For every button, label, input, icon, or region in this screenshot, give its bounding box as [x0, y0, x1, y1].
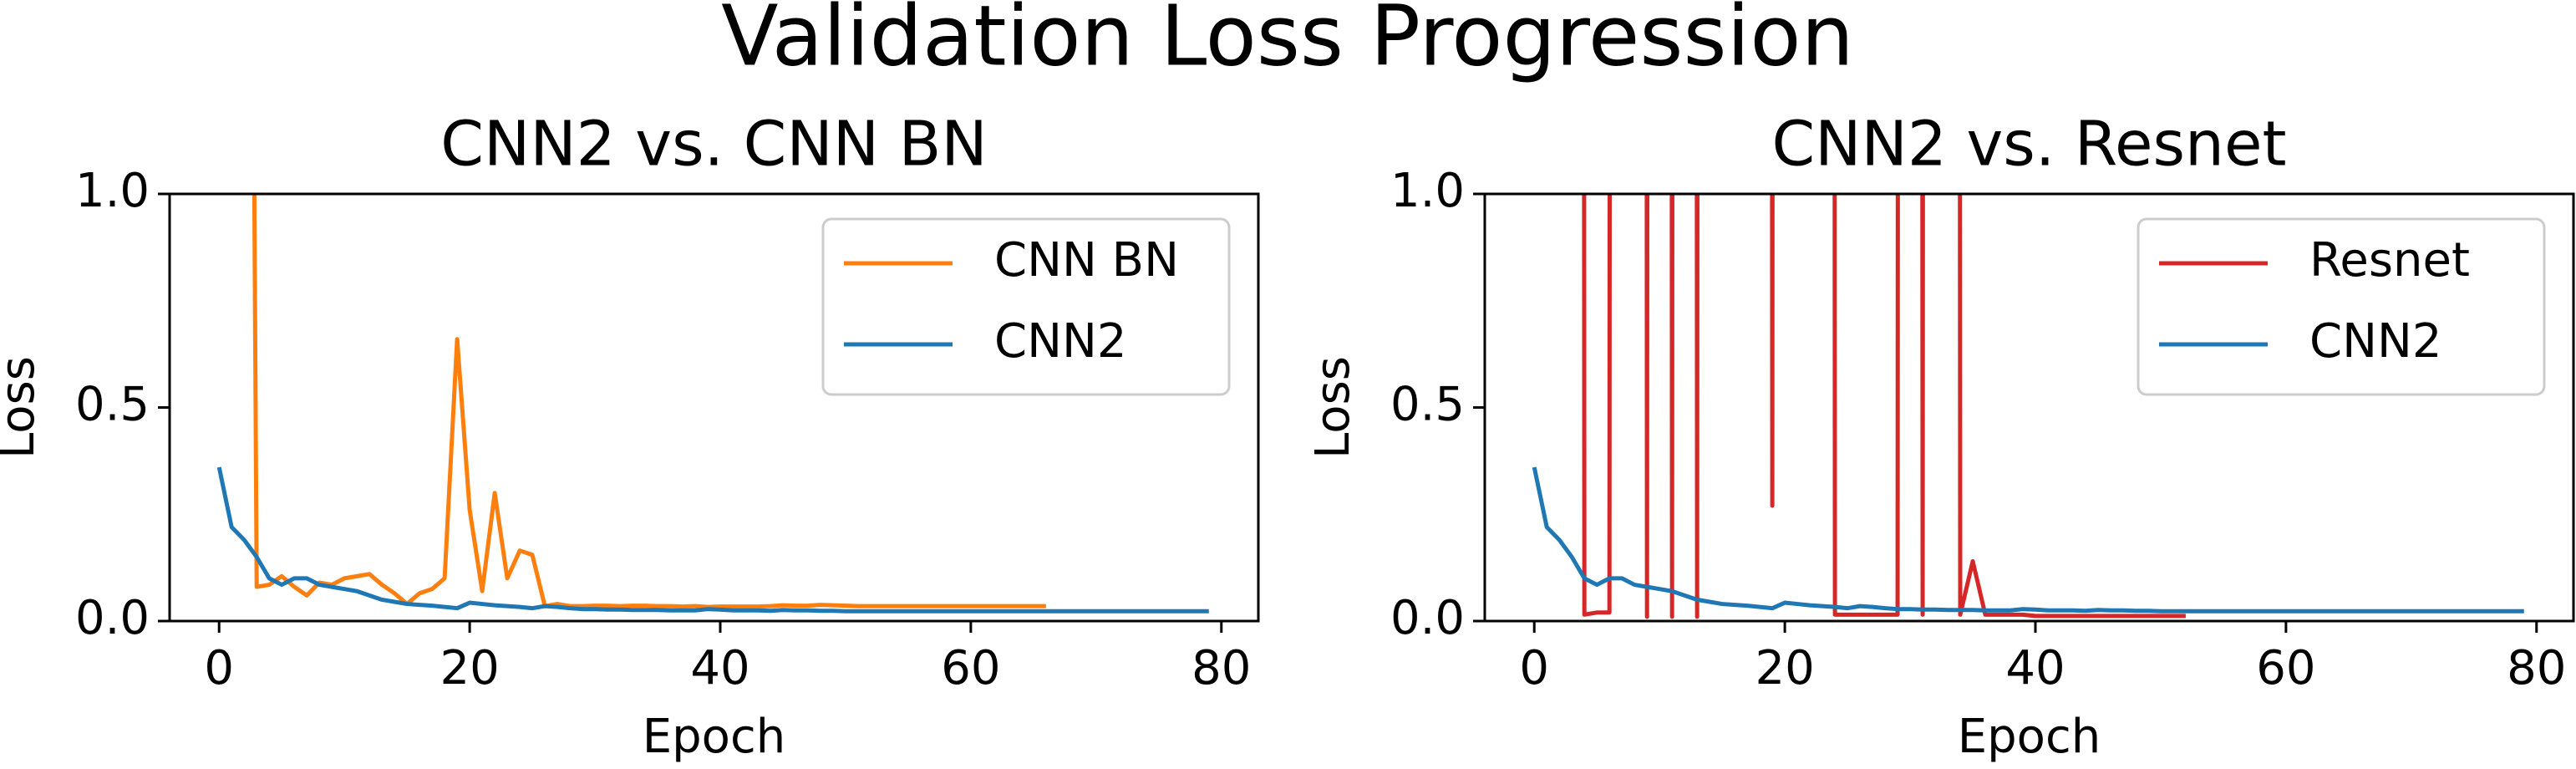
x-tick-label: 40 [690, 641, 749, 695]
y-tick-label: 0.5 [1390, 378, 1465, 432]
x-tick-label: 60 [941, 641, 1000, 695]
axes-frame [1483, 192, 2575, 623]
legend-label: CNN BN [994, 233, 1179, 288]
legend-label: Resnet [2309, 233, 2470, 288]
legend-label: CNN2 [2309, 314, 2442, 369]
axes-frame [168, 192, 1260, 623]
figure-title: Validation Loss Progression [721, 0, 1854, 84]
subplot-title: CNN2 vs. CNN BN [440, 109, 987, 181]
y-tick-label: 0.0 [1390, 591, 1465, 645]
x-tick-label: 0 [204, 641, 234, 695]
y-tick-label: 1.0 [75, 164, 150, 218]
x-axis-label: Epoch [643, 710, 785, 764]
y-tick-label: 1.0 [1390, 164, 1465, 218]
plot-lines [216, 194, 1209, 614]
y-tick-label: 0.0 [75, 591, 150, 645]
plot-lines [1532, 194, 2524, 619]
subplot-title: CNN2 vs. Resnet [1772, 109, 2287, 181]
subplot: CNN2 vs. CNN BN Epoch Loss 0 20 40 60 80 0.0 0.5 1… [0, 109, 1260, 764]
legend: CNN BN CNN2 [821, 217, 1231, 396]
y-axis-label: Loss [0, 356, 45, 459]
x-tick-label: 0 [1519, 641, 1549, 695]
x-tick-label: 20 [1755, 641, 1814, 695]
x-tick-label: 20 [439, 641, 499, 695]
y-axis-label: Loss [1306, 356, 1360, 459]
series-line [216, 466, 1209, 614]
legend: Resnet CNN2 [2137, 217, 2546, 396]
series-line [1582, 194, 2186, 619]
x-tick-label: 40 [2005, 641, 2065, 695]
x-tick-label: 60 [2256, 641, 2315, 695]
series-line [252, 194, 1046, 609]
subplot: CNN2 vs. Resnet Epoch Loss 0 20 40 60 80 0.0 0.5 1… [1306, 109, 2575, 764]
series-line [1532, 466, 2524, 614]
x-tick-label: 80 [2507, 641, 2566, 695]
x-tick-label: 80 [1191, 641, 1251, 695]
y-tick-label: 0.5 [75, 378, 150, 432]
legend-label: CNN2 [994, 314, 1127, 369]
x-axis-label: Epoch [1958, 710, 2101, 764]
